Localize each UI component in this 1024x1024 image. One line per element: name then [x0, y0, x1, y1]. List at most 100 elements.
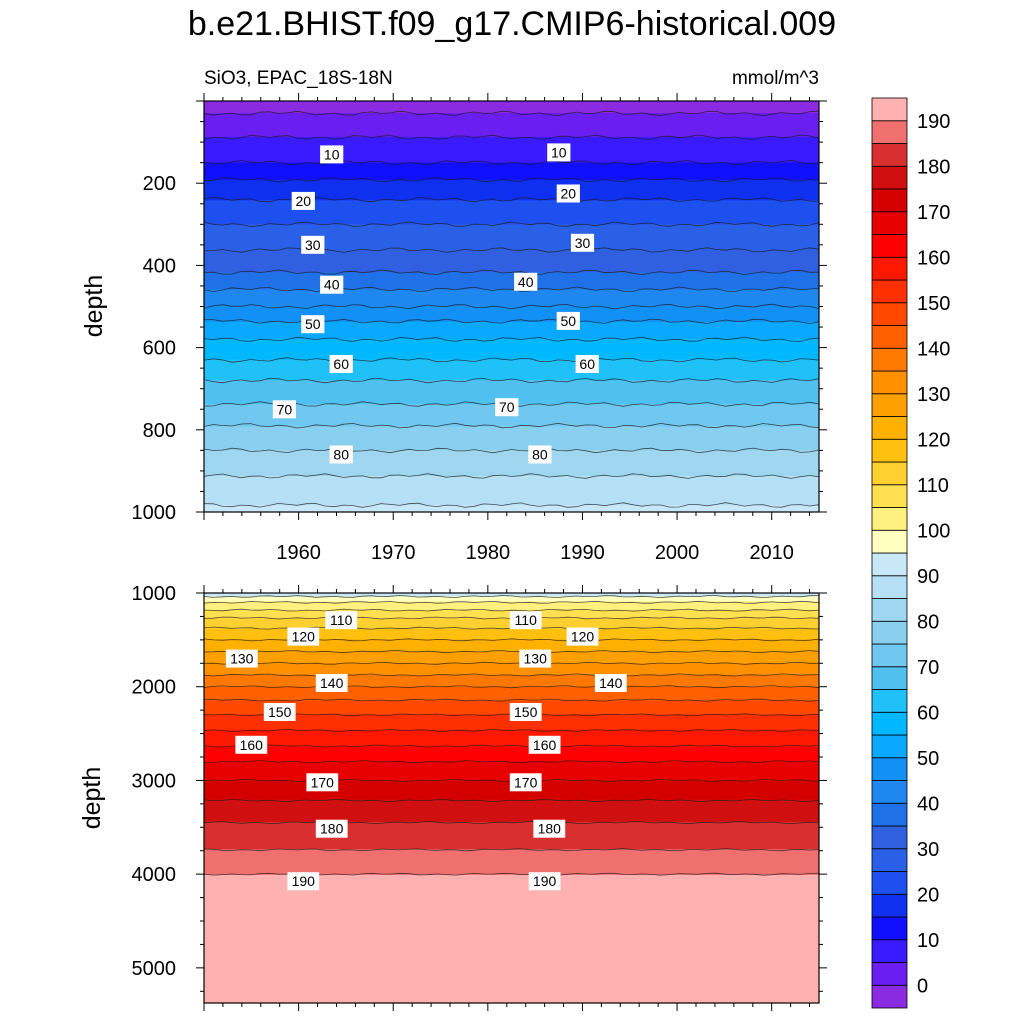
- top-contour-band: [204, 304, 819, 308]
- bottom-contour-band: [204, 927, 819, 931]
- top-contour-label-box: [272, 400, 296, 419]
- top-contour-band: [204, 162, 819, 165]
- top-contour-band: [204, 390, 819, 393]
- colorbar-tick-label: 10: [917, 930, 939, 952]
- bottom-contour-label-box: [315, 674, 348, 692]
- top-contour-band: [204, 445, 819, 448]
- top-contour-label-box: [320, 145, 344, 164]
- top-contour-band: [204, 164, 819, 167]
- top-contour-band: [204, 446, 819, 450]
- bottom-contour-band: [204, 676, 819, 680]
- bottom-contour-band: [204, 700, 819, 703]
- bottom-contour-band: [204, 599, 819, 603]
- top-contour-band: [204, 183, 819, 186]
- bottom-contour-line: [203, 848, 820, 852]
- top-contour-band: [204, 440, 819, 443]
- top-contour-band: [204, 133, 819, 136]
- bottom-contour-band: [204, 767, 819, 770]
- bottom-contour-band: [204, 915, 819, 919]
- top-contour-band: [204, 325, 819, 328]
- top-contour-label-box: [556, 311, 580, 330]
- top-contour-band: [204, 505, 819, 508]
- top-contour-band: [204, 498, 819, 501]
- bottom-contour-band: [204, 953, 819, 956]
- bottom-contour-band: [204, 750, 819, 753]
- bottom-contour-band: [204, 654, 819, 657]
- top-contour-band: [204, 452, 819, 455]
- top-contour-band: [204, 208, 819, 212]
- bottom-contour-label: 170: [311, 774, 335, 790]
- top-contour-band: [204, 368, 819, 371]
- bottom-contour-band: [204, 850, 819, 854]
- top-contour-band: [204, 458, 819, 462]
- top-contour-band: [204, 429, 819, 433]
- bottom-contour-band: [204, 970, 819, 973]
- top-contour-band: [204, 481, 819, 484]
- top-contour-band: [204, 169, 819, 172]
- top-contour-band: [204, 470, 819, 474]
- top-x-tick-label: 1970: [371, 542, 416, 564]
- bottom-contour-band: [204, 849, 819, 852]
- top-contour-band: [204, 345, 819, 349]
- top-contour-band: [204, 200, 819, 203]
- top-contour-label-box: [528, 445, 552, 464]
- top-contour-label: 30: [575, 235, 591, 251]
- top-contour-band: [204, 224, 819, 227]
- top-y-tick-label: 800: [143, 420, 176, 442]
- top-contour-band: [204, 428, 819, 431]
- colorbar-tick-label: 190: [917, 111, 950, 133]
- top-contour-line: [203, 473, 820, 479]
- bottom-contour-line: [203, 595, 820, 599]
- top-contour-label-box: [329, 355, 353, 373]
- top-contour-band: [204, 148, 819, 152]
- top-contour-band: [204, 279, 819, 282]
- bottom-contour-label-box: [287, 872, 320, 891]
- top-contour-band: [204, 296, 819, 299]
- bottom-contour-band: [204, 827, 819, 830]
- bottom-contour-label: 150: [514, 704, 538, 720]
- bottom-contour-band: [204, 726, 819, 729]
- bottom-contour-line: [203, 728, 820, 732]
- top-contour-band: [204, 157, 819, 160]
- bottom-contour-band: [204, 741, 819, 744]
- bottom-contour-line: [203, 799, 820, 803]
- top-contour-band: [204, 260, 819, 263]
- bottom-y-tick-label: 2000: [132, 677, 177, 699]
- bottom-contour-band: [204, 809, 819, 813]
- top-contour-band: [204, 347, 819, 350]
- top-contour-band: [204, 378, 819, 381]
- top-contour-label-box: [547, 143, 571, 162]
- top-contour-band: [204, 138, 819, 141]
- top-contour-line: [203, 286, 820, 292]
- bottom-contour-band: [204, 996, 819, 999]
- bottom-contour-band: [204, 649, 819, 652]
- top-contour-band: [204, 375, 819, 378]
- bottom-contour-band: [204, 876, 819, 879]
- bottom-contour-band: [204, 881, 819, 885]
- top-contour-band: [204, 140, 819, 143]
- top-contour-band: [204, 263, 819, 266]
- top-contour-band: [204, 289, 819, 292]
- bottom-contour-band: [204, 869, 819, 873]
- bottom-contour-line: [203, 600, 820, 604]
- top-contour-band: [204, 335, 819, 338]
- bottom-contour-line: [203, 685, 820, 689]
- colorbar-swatch: [871, 143, 908, 167]
- top-contour-label: 50: [561, 313, 577, 329]
- bottom-contour-label-box: [566, 627, 599, 646]
- top-contour-band: [204, 308, 819, 311]
- top-contour-label: 60: [333, 356, 349, 372]
- top-contour-line: [203, 502, 820, 508]
- top-contour-line: [203, 110, 820, 117]
- bottom-contour-band: [204, 763, 819, 767]
- colorbar-swatch: [871, 916, 908, 941]
- bottom-contour-band: [204, 982, 819, 985]
- colorbar-tick-label: 60: [917, 702, 939, 724]
- bottom-contour-band: [204, 604, 819, 608]
- bottom-contour-label: 130: [230, 651, 254, 667]
- top-contour-band: [204, 239, 819, 243]
- top-contour-band: [204, 357, 819, 361]
- top-contour-band: [204, 155, 819, 159]
- top-contour-band: [204, 104, 819, 107]
- bottom-contour-band: [204, 844, 819, 847]
